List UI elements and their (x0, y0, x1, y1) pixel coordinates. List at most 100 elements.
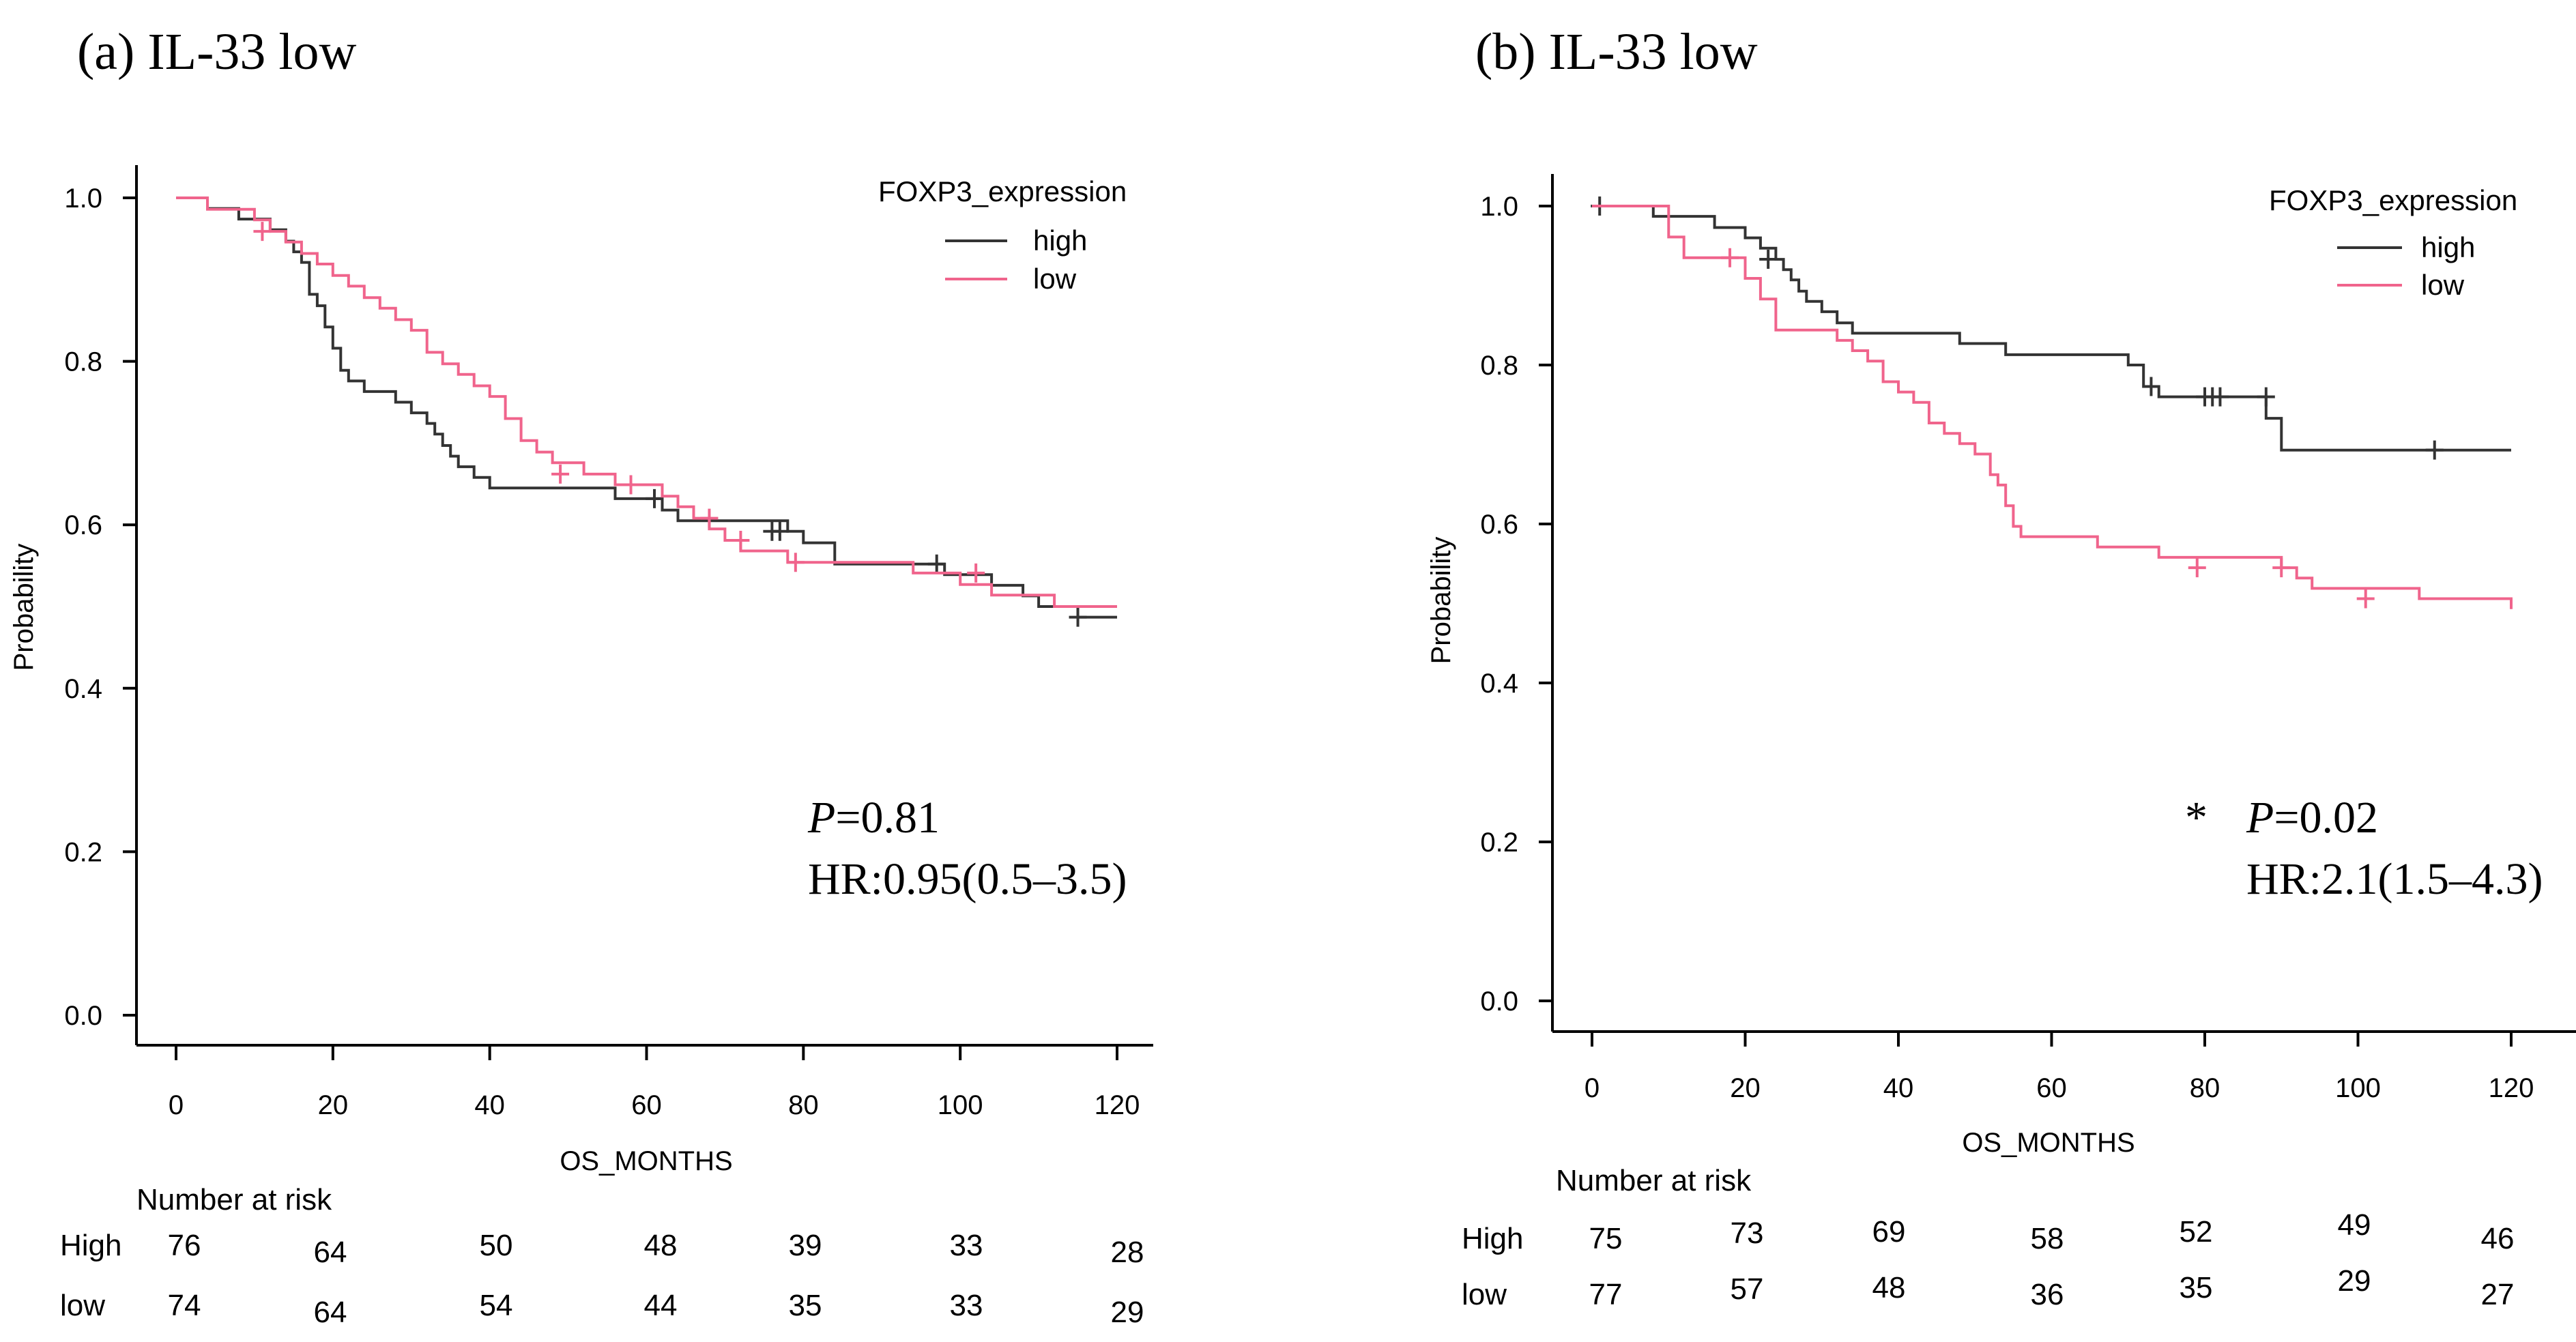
risk-value: 74 (168, 1289, 201, 1322)
panel-b-title: (b) IL-33 low (1475, 23, 1758, 81)
risk-value: 75 (1589, 1222, 1623, 1255)
censor-mark-high (1759, 250, 1778, 269)
panel-a-x-ticks: 0 20 40 60 80 100 120 (169, 1045, 1140, 1120)
risk-value: 54 (480, 1289, 513, 1322)
risk-value: 33 (950, 1289, 983, 1322)
censor-mark-low (551, 464, 570, 484)
risk-value: 36 (2031, 1278, 2064, 1311)
y-tick-label: 0.2 (64, 837, 102, 867)
survival-curve-low (176, 196, 1117, 608)
censor-mark-high (927, 554, 946, 574)
risk-value: 46 (2481, 1222, 2515, 1255)
x-tick-label: 100 (2335, 1073, 2381, 1103)
risk-row-label: low (1462, 1278, 1507, 1311)
panel-a-risk-table-title: Number at risk (136, 1183, 332, 1216)
risk-value: 50 (480, 1229, 513, 1262)
panel-b-risk-table-title: Number at risk (1556, 1164, 1752, 1197)
y-tick-label: 0.0 (64, 1001, 102, 1031)
y-tick-label: 0.8 (1480, 351, 1518, 381)
censor-mark-low (2188, 558, 2206, 578)
censor-mark-high (645, 488, 663, 508)
y-tick-label: 0.2 (1480, 828, 1518, 858)
panel-b-legend-label-high: high (2421, 231, 2475, 263)
panel-a-risk-table: High 76 64 50 48 39 33 28 low 74 64 54 44 35 33 29 (60, 1229, 1144, 1329)
risk-row-label: low (60, 1289, 105, 1322)
risk-value: 77 (1589, 1278, 1623, 1311)
panel-a-y-ticks: 0.0 0.2 0.4 0.6 0.8 1.0 (64, 184, 136, 1031)
risk-value: 35 (789, 1289, 822, 1322)
censor-mark-low (700, 508, 719, 528)
risk-value: 28 (1111, 1236, 1144, 1269)
panel-a-legend-title: FOXP3_expression (878, 175, 1127, 207)
panel-a-legend: FOXP3_expression high low (878, 175, 1127, 295)
censor-mark-low (2356, 589, 2375, 609)
panel-b-p-number: =0.02 (2274, 793, 2378, 843)
x-tick-label: 120 (1095, 1090, 1140, 1120)
panel-b-significance-star: * (2185, 793, 2208, 843)
y-tick-label: 0.8 (64, 347, 102, 377)
panel-b-risk-table: High 75 73 69 58 52 49 46 low 77 57 48 36 35 29 27 (1462, 1208, 2514, 1311)
risk-value: 52 (2180, 1215, 2213, 1249)
panel-b-y-ticks: 0.0 0.2 0.4 0.6 0.8 1.0 (1480, 192, 1552, 1017)
risk-value: 73 (1731, 1216, 1764, 1250)
risk-row-label: High (60, 1229, 122, 1262)
censor-mark-high (2211, 387, 2229, 407)
panel-b-legend-title: FOXP3_expression (2269, 184, 2517, 216)
risk-value: 39 (789, 1229, 822, 1262)
panel-a-curves (176, 196, 1117, 627)
panel-a-p-value: P=0.81 (807, 793, 940, 843)
censor-mark-high (2142, 377, 2160, 396)
risk-value: 64 (314, 1236, 347, 1269)
risk-value: 76 (168, 1229, 201, 1262)
x-tick-label: 80 (788, 1090, 819, 1120)
x-tick-label: 60 (631, 1090, 662, 1120)
risk-value: 48 (1872, 1271, 1906, 1304)
x-tick-label: 60 (2036, 1073, 2067, 1103)
censor-mark-low (786, 553, 805, 572)
x-tick-label: 120 (2489, 1073, 2534, 1103)
risk-value: 58 (2031, 1222, 2064, 1255)
panel-a-x-axis-label: OS_MONTHS (560, 1146, 732, 1176)
panel-b-hazard-ratio: HR:2.1(1.5–4.3) (2246, 854, 2543, 904)
risk-value: 44 (644, 1289, 678, 1322)
censor-mark-low (2272, 558, 2291, 578)
x-tick-label: 100 (938, 1090, 983, 1120)
panel-a: (a) IL-33 low 0.0 0.2 0.4 0.6 0.8 1.0 0 20 40 60… (9, 23, 1153, 1329)
x-tick-label: 20 (1730, 1073, 1761, 1103)
x-tick-label: 80 (2190, 1073, 2220, 1103)
y-tick-label: 0.4 (1480, 669, 1518, 699)
panel-a-legend-label-low: low (1033, 263, 1077, 295)
censor-mark-low (253, 222, 272, 242)
x-tick-label: 20 (318, 1090, 349, 1120)
panel-a-p-label: P (807, 793, 835, 843)
risk-value: 69 (1872, 1215, 1906, 1249)
censor-mark-high (2257, 387, 2275, 407)
risk-value: 29 (1111, 1296, 1144, 1329)
y-tick-label: 0.6 (1480, 510, 1518, 540)
risk-value: 48 (644, 1229, 678, 1262)
y-tick-label: 0.4 (64, 674, 102, 704)
panel-b-x-ticks: 0 20 40 60 80 100 120 (1584, 1032, 2534, 1103)
y-tick-label: 1.0 (64, 184, 102, 214)
censor-mark-low (1721, 248, 1739, 267)
risk-row-label: High (1462, 1222, 1524, 1255)
panel-b-curves (1591, 196, 2513, 609)
censor-mark-low (732, 530, 750, 550)
panel-b-y-axis-label: Probability (1426, 537, 1456, 665)
x-tick-label: 0 (1584, 1073, 1600, 1103)
panel-b-x-axis-label: OS_MONTHS (1962, 1128, 2134, 1158)
survival-curve-high (176, 196, 1117, 619)
risk-value: 57 (1731, 1272, 1764, 1306)
risk-value: 33 (950, 1229, 983, 1262)
risk-value: 27 (2481, 1278, 2515, 1311)
panel-a-y-axis-label: Probability (9, 544, 39, 671)
panel-a-p-number: =0.81 (835, 793, 940, 843)
panel-b-p-label: P (2246, 793, 2274, 843)
panel-b: (b) IL-33 low 0.0 0.2 0.4 0.6 0.8 1.0 0 20 40 60… (1426, 23, 2576, 1311)
x-tick-label: 0 (169, 1090, 184, 1120)
panel-b-legend: FOXP3_expression high low (2269, 184, 2517, 301)
censor-mark-high (2425, 440, 2444, 460)
censor-mark-high (770, 521, 789, 541)
censor-mark-low (622, 475, 640, 495)
